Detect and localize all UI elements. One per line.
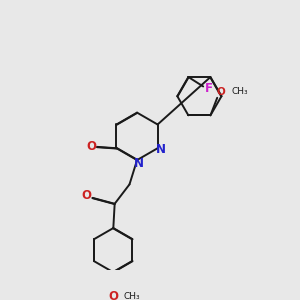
Text: CH₃: CH₃ [124, 292, 140, 300]
Text: O: O [217, 87, 226, 97]
Text: O: O [82, 189, 92, 202]
Text: F: F [205, 82, 213, 95]
Text: N: N [134, 158, 143, 170]
Text: O: O [108, 290, 118, 300]
Text: O: O [86, 140, 96, 153]
Text: N: N [156, 143, 166, 156]
Text: CH₃: CH₃ [231, 87, 248, 96]
